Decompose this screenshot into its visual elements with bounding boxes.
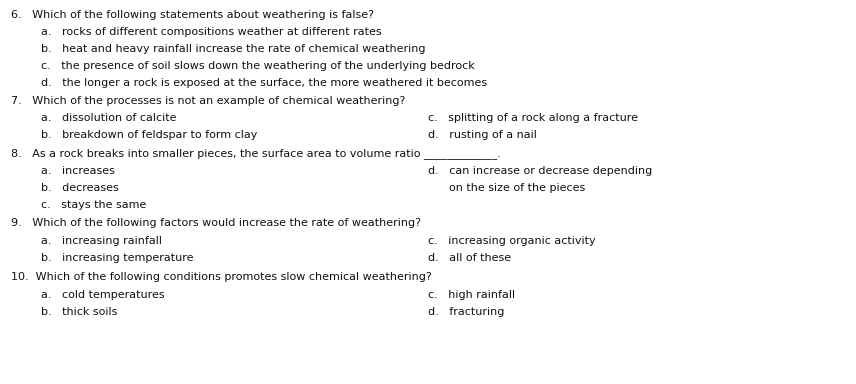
Text: a.   increasing rainfall: a. increasing rainfall	[41, 236, 162, 246]
Text: c.   stays the same: c. stays the same	[41, 200, 146, 210]
Text: 7.   Which of the processes is not an example of chemical weathering?: 7. Which of the processes is not an exam…	[11, 96, 406, 106]
Text: c.   splitting of a rock along a fracture: c. splitting of a rock along a fracture	[428, 113, 638, 123]
Text: b.   thick soils: b. thick soils	[41, 307, 117, 317]
Text: d.   fracturing: d. fracturing	[428, 307, 504, 317]
Text: d.   the longer a rock is exposed at the surface, the more weathered it becomes: d. the longer a rock is exposed at the s…	[41, 78, 487, 88]
Text: a.   dissolution of calcite: a. dissolution of calcite	[41, 113, 176, 123]
Text: d.   all of these: d. all of these	[428, 253, 511, 263]
Text: 8.   As a rock breaks into smaller pieces, the surface area to volume ratio ____: 8. As a rock breaks into smaller pieces,…	[11, 148, 501, 159]
Text: c.   high rainfall: c. high rainfall	[428, 290, 515, 300]
Text: a.   cold temperatures: a. cold temperatures	[41, 290, 164, 300]
Text: a.   increases: a. increases	[41, 166, 115, 176]
Text: b.   decreases: b. decreases	[41, 183, 119, 193]
Text: b.   breakdown of feldspar to form clay: b. breakdown of feldspar to form clay	[41, 130, 258, 140]
Text: d.   can increase or decrease depending: d. can increase or decrease depending	[428, 166, 652, 176]
Text: 6.   Which of the following statements about weathering is false?: 6. Which of the following statements abo…	[11, 10, 374, 20]
Text: a.   rocks of different compositions weather at different rates: a. rocks of different compositions weath…	[41, 27, 382, 37]
Text: c.   increasing organic activity: c. increasing organic activity	[428, 236, 596, 246]
Text: c.   the presence of soil slows down the weathering of the underlying bedrock: c. the presence of soil slows down the w…	[41, 61, 475, 71]
Text: b.   increasing temperature: b. increasing temperature	[41, 253, 193, 263]
Text: 10.  Which of the following conditions promotes slow chemical weathering?: 10. Which of the following conditions pr…	[11, 272, 432, 282]
Text: d.   rusting of a nail: d. rusting of a nail	[428, 130, 537, 140]
Text: b.   heat and heavy rainfall increase the rate of chemical weathering: b. heat and heavy rainfall increase the …	[41, 44, 425, 54]
Text: 9.   Which of the following factors would increase the rate of weathering?: 9. Which of the following factors would …	[11, 218, 421, 228]
Text: on the size of the pieces: on the size of the pieces	[428, 183, 586, 193]
